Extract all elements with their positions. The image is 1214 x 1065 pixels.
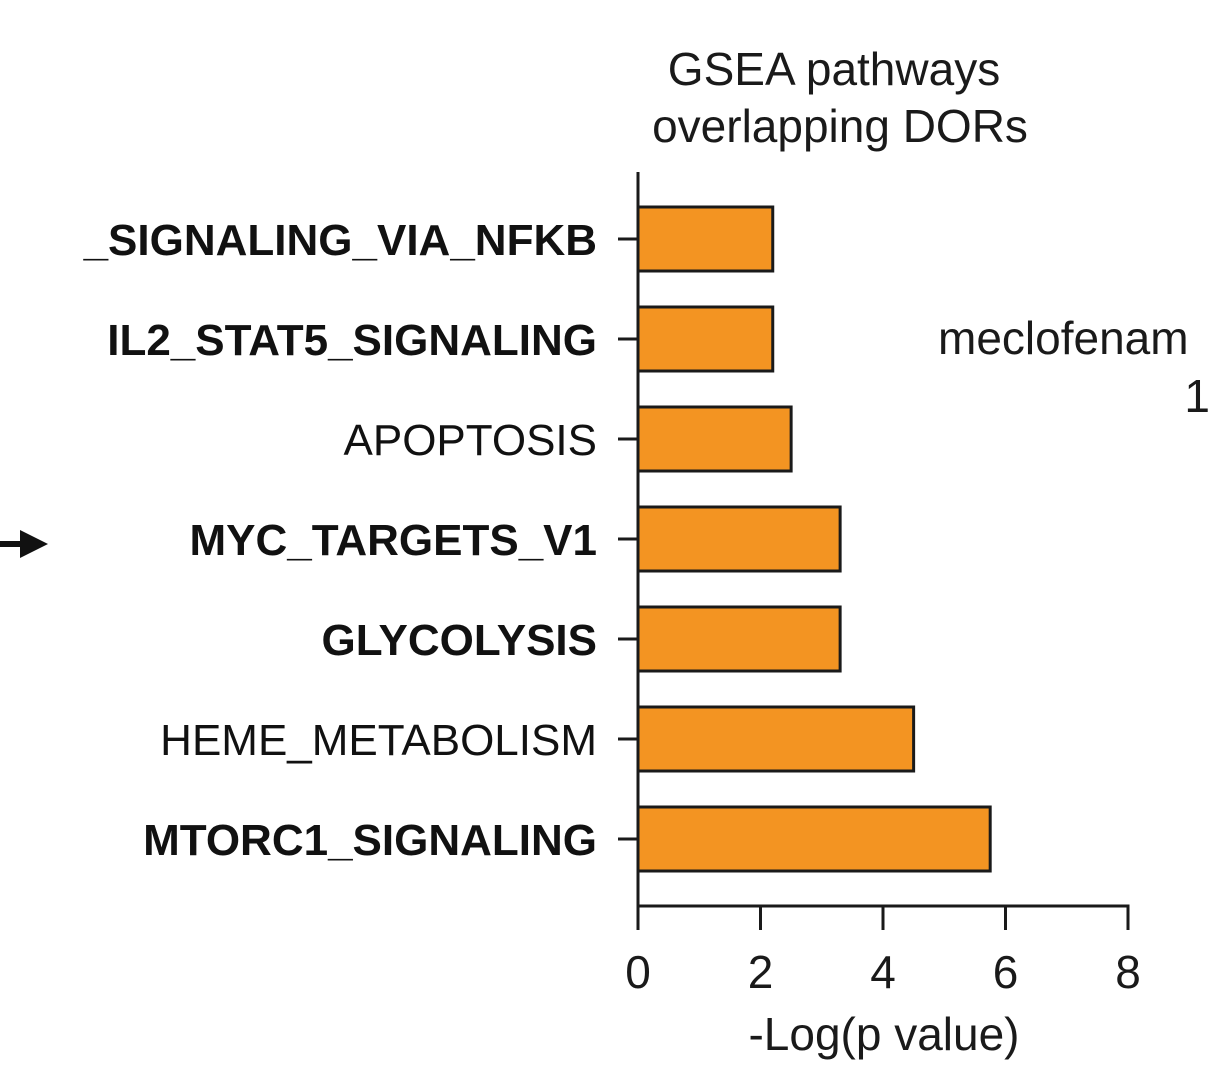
highlight-arrow-icon (0, 530, 48, 558)
category-label-heme-metabolism: HEME_METABOLISM (160, 716, 597, 765)
x-tick-label-8: 8 (1115, 946, 1141, 998)
x-tick-label-2: 2 (748, 946, 774, 998)
x-ticks: 0 2 4 6 8 (625, 906, 1141, 998)
bar-il2-stat5-signaling (636, 305, 775, 373)
side-annotation-line-2: 1 (1184, 370, 1210, 422)
side-annotation: meclofenam 1 (938, 312, 1210, 422)
category-labels: _SIGNALING_VIA_NFKB IL2_STAT5_SIGNALING AP… (83, 216, 597, 865)
chart-title-line-2: overlapping DORs (652, 100, 1028, 152)
highlight-arrow-head (20, 530, 48, 558)
bar-apoptosis (636, 405, 793, 473)
x-tick-label-4: 4 (870, 946, 896, 998)
chart-title-line-1: GSEA pathways (668, 43, 1000, 95)
category-label-myc-targets-v1: MYC_TARGETS_V1 (190, 516, 598, 565)
category-label-mtorc1-signaling: MTORC1_SIGNALING (143, 816, 597, 865)
x-tick-label-0: 0 (625, 946, 651, 998)
bar-mtorc1-signaling (636, 805, 992, 873)
bar-series (636, 205, 992, 873)
bar-signaling-via-nfkb (636, 205, 775, 273)
chart-title: GSEA pathways overlapping DORs (652, 43, 1028, 152)
x-axis-label: -Log(p value) (748, 1008, 1019, 1060)
category-label-signaling-via-nfkb: _SIGNALING_VIA_NFKB (83, 216, 597, 265)
x-tick-label-6: 6 (993, 946, 1019, 998)
bar-glycolysis (636, 605, 842, 673)
side-annotation-line-1: meclofenam (938, 312, 1189, 364)
category-label-glycolysis: GLYCOLYSIS (321, 616, 597, 665)
bar-myc-targets-v1 (636, 505, 842, 573)
bar-heme-metabolism (636, 705, 916, 773)
category-label-apoptosis: APOPTOSIS (344, 416, 598, 465)
category-label-il2-stat5-signaling: IL2_STAT5_SIGNALING (107, 316, 597, 365)
